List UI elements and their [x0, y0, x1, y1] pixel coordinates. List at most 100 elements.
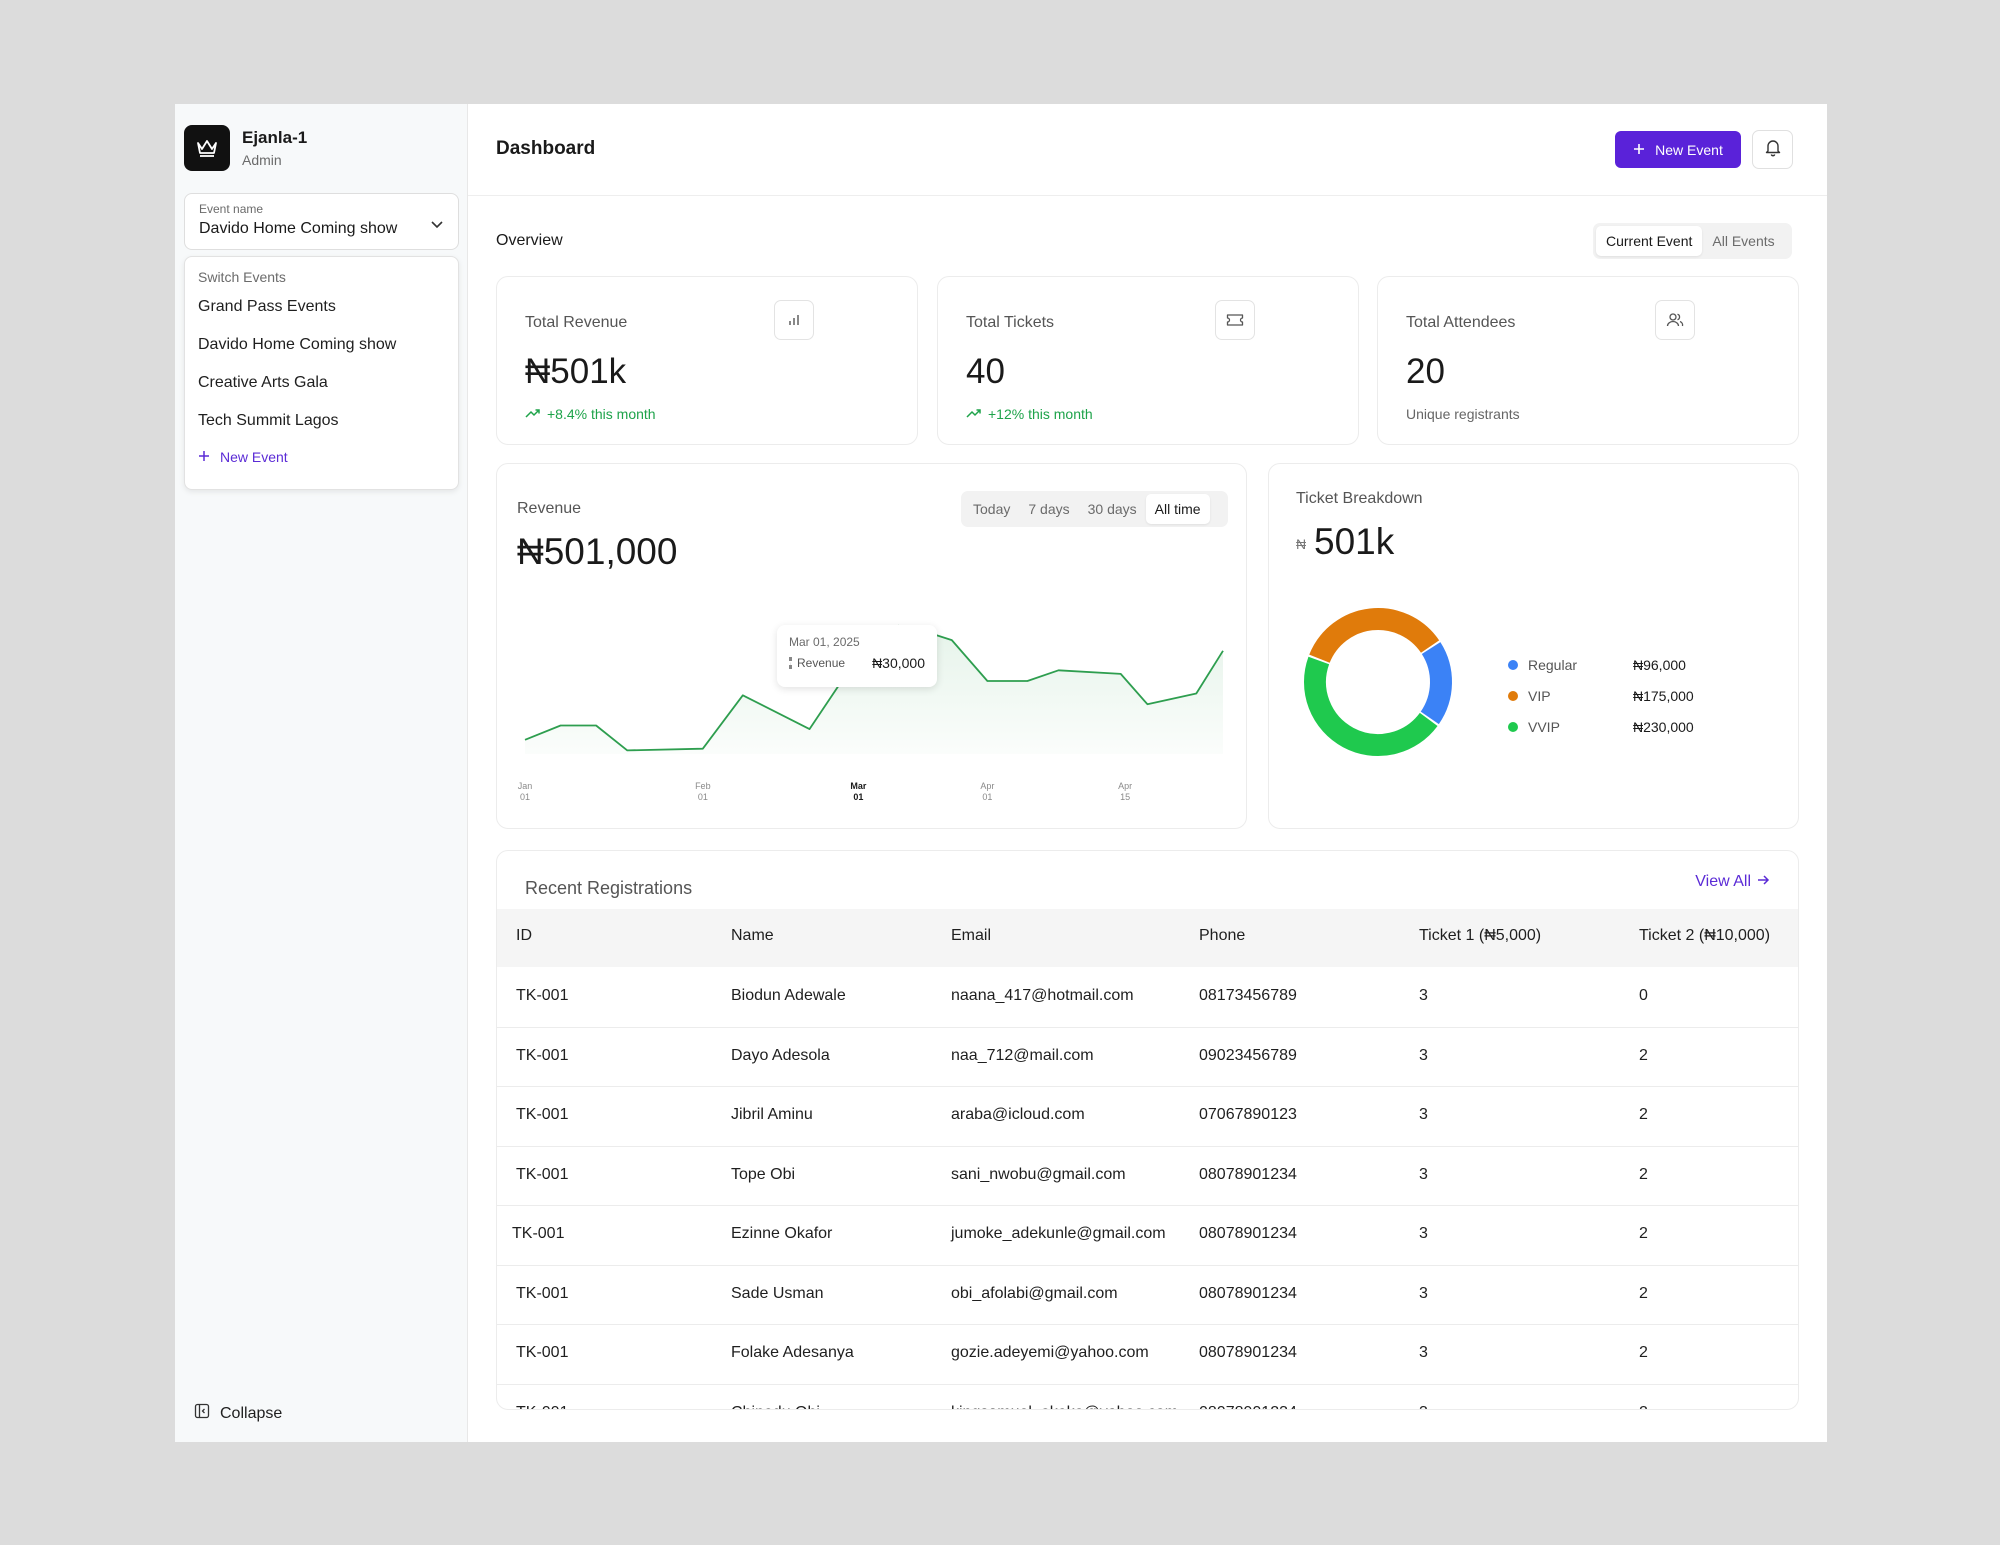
stat-trend: +8.4% this month	[525, 406, 656, 422]
plus-icon	[1633, 142, 1645, 158]
table-cell: Sade Usman	[731, 1284, 824, 1302]
table-cell: 3	[1419, 1225, 1428, 1242]
ticket-icon	[1215, 300, 1255, 340]
event-select-value: Davido Home Coming show	[199, 220, 398, 237]
dropdown-item[interactable]: Tech Summit Lagos	[198, 412, 339, 429]
chart-tooltip: Mar 01, 2025 Revenue ₦30,000	[777, 625, 937, 687]
table-cell: TK-001	[516, 1344, 569, 1361]
new-event-label: New Event	[1655, 141, 1723, 158]
dropdown-item[interactable]: Grand Pass Events	[198, 298, 336, 315]
table-cell: 3	[1419, 1046, 1428, 1064]
range-all-time[interactable]: All time	[1145, 494, 1210, 524]
event-select[interactable]: Event name Davido Home Coming show	[184, 193, 459, 250]
table-cell: TK-001	[516, 987, 569, 1004]
table-cell: 0	[1639, 987, 1648, 1004]
table-cell: 3	[1419, 1106, 1428, 1123]
table-cell: TK-001	[516, 1165, 569, 1183]
notifications-button[interactable]	[1752, 130, 1793, 169]
table-cell: jumoke_adekunle@gmail.com	[951, 1225, 1166, 1242]
x-tick-month: Apr	[1118, 781, 1132, 791]
scope-tabs: Current Event All Events	[1593, 223, 1792, 259]
ticket-breakdown-total: 501k	[1314, 521, 1395, 562]
table-cell: Tope Obi	[731, 1165, 796, 1183]
stat-trend-text: +12% this month	[988, 406, 1093, 422]
donut-chart	[1304, 608, 1452, 756]
table-cell: 2	[1639, 1344, 1648, 1361]
table-cell: naana_417@hotmail.com	[951, 987, 1134, 1004]
table-cell: Biodun Adewale	[731, 987, 846, 1004]
range-7-days[interactable]: 7 days	[1028, 501, 1070, 517]
revenue-label: Revenue	[517, 500, 582, 517]
event-select-label: Event name	[199, 202, 264, 216]
table-cell: Jibril Aminu	[731, 1106, 813, 1123]
table-cell: TK-001	[512, 1225, 565, 1242]
view-all-link[interactable]: View All	[1695, 873, 1770, 891]
table-cell: 08078901234	[1199, 1165, 1297, 1183]
main-content: Dashboard New Event Overview Current Eve…	[468, 104, 1827, 1442]
revenue-area	[525, 625, 1223, 754]
donut-legend: Regular ₦96,000 VIP ₦175,000 VVIP ₦230,000	[1508, 649, 1694, 742]
plus-icon	[198, 449, 210, 465]
stat-subtext: Unique registrants	[1406, 406, 1520, 422]
stat-value: 20	[1406, 352, 1445, 391]
crown-icon	[184, 125, 230, 171]
x-tick-month: Feb	[695, 781, 711, 791]
table-cell: Dayo Adesola	[731, 1046, 830, 1064]
stat-label: Total Revenue	[525, 314, 628, 331]
legend-name: Regular	[1528, 656, 1578, 673]
row-divider	[497, 1086, 1798, 1087]
stat-card-attendees: Total Attendees 20 Unique registrants	[1377, 276, 1799, 445]
arrow-right-icon	[1757, 873, 1770, 891]
stat-trend: +12% this month	[966, 406, 1093, 422]
table-cell: 2	[1639, 1284, 1648, 1302]
collapse-button[interactable]: Collapse	[194, 1403, 282, 1424]
bell-icon	[1764, 138, 1782, 162]
revenue-card: Jan 01 Feb 01 Mar 01 Apr 01 Apr 15 Revenue ₦501,0…	[496, 463, 1247, 829]
table-cell: 2	[1639, 1404, 1648, 1410]
legend-dot	[1508, 659, 1518, 670]
view-all-label: View All	[1695, 873, 1751, 890]
table-cell: naa_712@mail.com	[951, 1046, 1094, 1064]
table-header	[497, 909, 1798, 967]
dropdown-new-event[interactable]: New Event	[198, 449, 445, 465]
revenue-range-tabs: Today 7 days 30 days All time	[961, 491, 1228, 527]
column-header: Email	[951, 927, 992, 944]
tab-all-events[interactable]: All Events	[1712, 233, 1775, 249]
donut-slice-vip	[1309, 608, 1440, 664]
x-tick-day: 15	[1120, 792, 1130, 802]
stat-card-tickets: Total Tickets 40 +12% this month	[937, 276, 1359, 445]
sidebar-collapse-icon	[194, 1403, 210, 1424]
brand-name: Ejanla-1	[242, 128, 308, 147]
tab-current-event[interactable]: Current Event	[1596, 226, 1703, 256]
dropdown-item[interactable]: Davido Home Coming show	[198, 336, 397, 353]
x-tick-day: 01	[853, 792, 863, 802]
table-cell: 3	[1419, 1344, 1428, 1361]
x-tick-day: 01	[982, 792, 992, 802]
legend-item: VIP ₦175,000	[1508, 680, 1694, 711]
dropdown-item[interactable]: Creative Arts Gala	[198, 374, 328, 391]
table-cell: 3	[1419, 1404, 1428, 1410]
dropdown-new-event-label: New Event	[220, 449, 288, 465]
x-tick-month: Mar	[850, 781, 867, 791]
dropdown-heading: Switch Events	[198, 269, 286, 285]
revenue-total: ₦501,000	[517, 531, 678, 572]
table-cell: 3	[1419, 1165, 1428, 1183]
table-cell: 08078901234	[1199, 1284, 1297, 1302]
table-cell: 08173456789	[1199, 987, 1297, 1004]
app-window: Ejanla-1 Admin Event name Davido Home Co…	[175, 104, 1827, 1442]
range-today[interactable]: Today	[973, 501, 1011, 517]
table-cell: Folake Adesanya	[731, 1344, 854, 1361]
column-header: Ticket 2 (₦10,000)	[1639, 927, 1771, 944]
x-tick-day: 01	[520, 792, 530, 802]
new-event-button[interactable]: New Event	[1615, 131, 1741, 168]
row-divider	[497, 1324, 1798, 1325]
table-cell: 2	[1639, 1106, 1648, 1123]
row-divider	[497, 1026, 1798, 1028]
ticket-breakdown-label: Ticket Breakdown	[1296, 490, 1423, 507]
column-header: ID	[516, 927, 532, 944]
donut-slice-vvip	[1304, 656, 1438, 756]
range-30-days[interactable]: 30 days	[1087, 501, 1137, 517]
stat-value: 40	[966, 352, 1005, 391]
table-cell: 3	[1419, 1284, 1428, 1302]
